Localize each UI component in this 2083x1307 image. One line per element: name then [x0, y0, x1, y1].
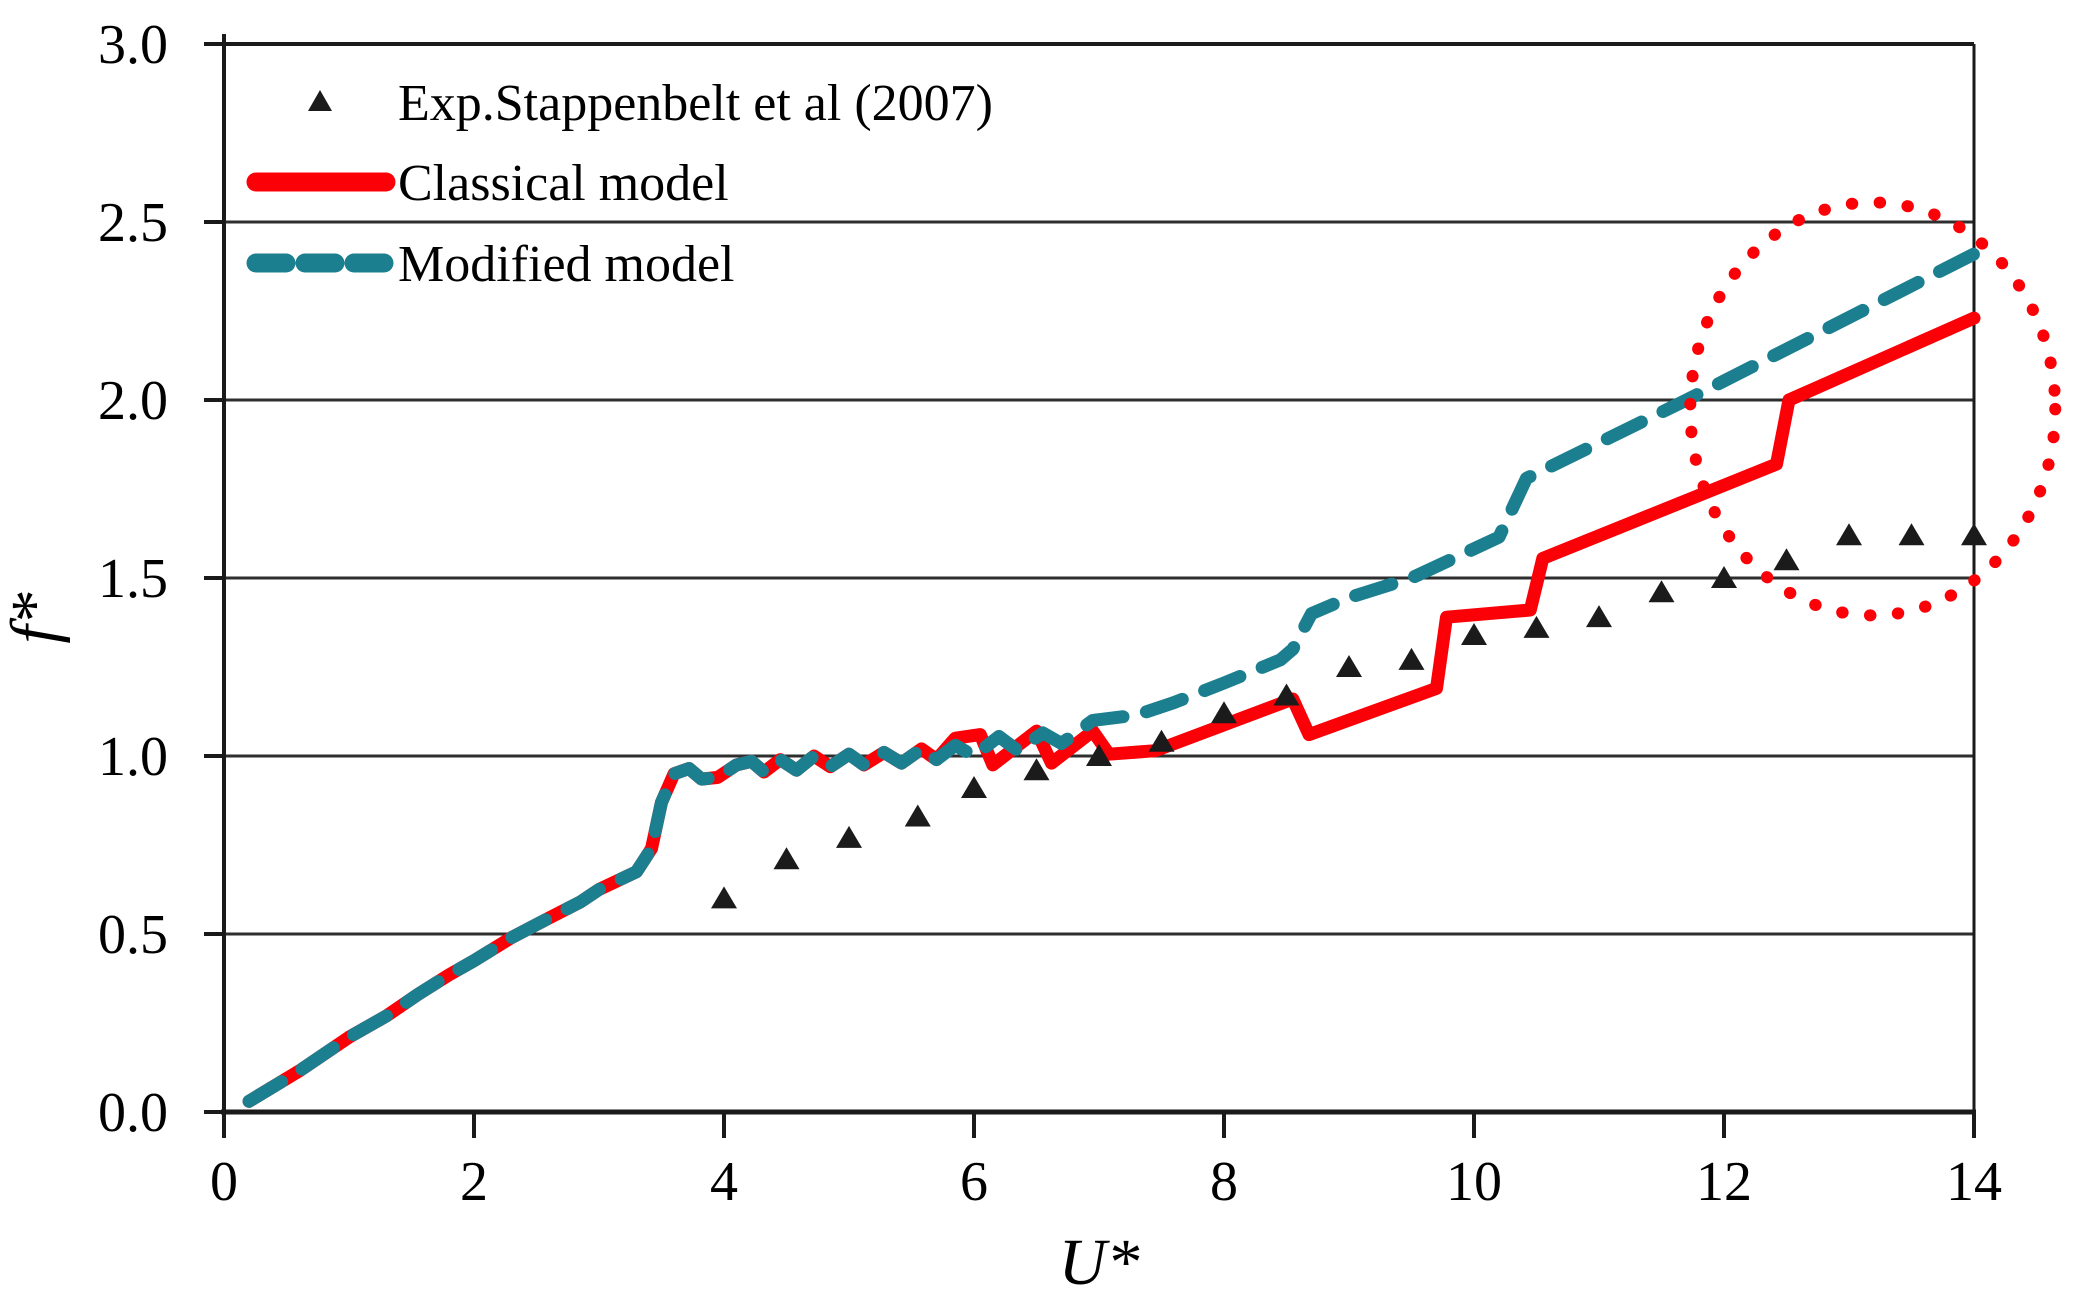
exp-data-point: [1148, 729, 1175, 752]
exp-data-point: [836, 825, 862, 848]
legend-item-classical-model: Classical model: [246, 155, 729, 212]
axis-titles-layer: U* f*: [0, 592, 1139, 1299]
legend-label: Modified model: [398, 236, 735, 293]
legend-label: Exp.Stappenbelt et al (2007): [398, 75, 993, 132]
x-tick-label: 4: [710, 1151, 738, 1213]
highlight-ellipse: [1684, 196, 2062, 622]
y-tick-label: 0.0: [98, 1082, 168, 1144]
exp-data-point: [1836, 523, 1862, 546]
exp-data-point: [1773, 548, 1800, 571]
axes-layer: 0 2 4 6 8 10 12 14 0.0 0.5 1.0 1.5 2.0 2.5 3.0: [98, 14, 2002, 1213]
legend-triangle-marker: [308, 90, 332, 111]
exp-data-point: [904, 804, 931, 827]
exp-data-point: [1648, 580, 1675, 603]
x-tick-label: 8: [1210, 1151, 1238, 1213]
annotation-layer: [1684, 196, 2062, 622]
x-tick-label: 0: [210, 1151, 238, 1213]
series-classical-model-line: [242, 311, 1981, 1108]
legend-item-exp-stappenbelt-et-al-2007: Exp.Stappenbelt et al (2007): [308, 75, 993, 132]
gridlines-layer: [224, 220, 1974, 936]
exp-data-point: [1398, 647, 1425, 670]
exp-data-point: [1961, 523, 1987, 546]
y-tick-label: 1.5: [98, 548, 168, 610]
exp-data-point: [773, 847, 800, 870]
y-tick-label: 1.0: [98, 726, 168, 788]
series-layer: [242, 247, 1987, 1108]
exp-data-point: [1336, 655, 1362, 677]
legend-item-modified-model: Modified model: [246, 236, 735, 293]
exp-data-point: [1461, 622, 1487, 645]
x-tick-label: 12: [1696, 1151, 1752, 1213]
exp-data-point: [1711, 566, 1737, 588]
exp-data-point: [1898, 523, 1925, 546]
exp-data-point: [1273, 683, 1300, 706]
y-tick-label: 0.5: [98, 904, 168, 966]
x-axis-title: U*: [1059, 1226, 1140, 1299]
exp-data-point: [1023, 758, 1050, 781]
legend-label: Classical model: [398, 155, 729, 212]
y-tick-label: 2.5: [98, 192, 168, 254]
exp-data-point: [961, 776, 987, 799]
y-tick-label: 2.0: [98, 370, 168, 432]
exp-data-point: [1086, 744, 1112, 766]
exp-data-point: [711, 886, 737, 909]
series-modified-model-line: [242, 247, 1981, 1108]
legend: Exp.Stappenbelt et al (2007) Classical mo…: [246, 75, 993, 293]
y-tick-label: 3.0: [98, 14, 168, 76]
x-tick-label: 14: [1946, 1151, 2002, 1213]
y-axis-title: f*: [0, 592, 71, 643]
exp-data-point: [1586, 605, 1612, 628]
exp-data-point: [1523, 615, 1550, 638]
exp-data-point: [1211, 701, 1237, 724]
x-tick-label: 2: [460, 1151, 488, 1213]
x-tick-label: 6: [960, 1151, 988, 1213]
x-tick-label: 10: [1446, 1151, 1502, 1213]
